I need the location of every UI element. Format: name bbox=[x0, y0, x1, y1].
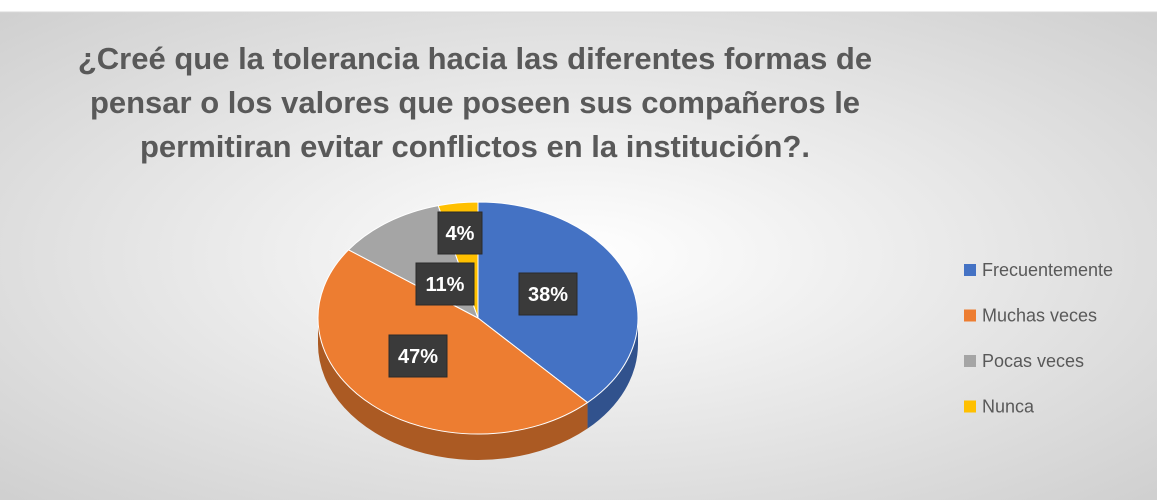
data-label-box bbox=[388, 334, 448, 378]
data-label-box bbox=[437, 211, 483, 255]
legend-label: Nunca bbox=[982, 397, 1035, 417]
legend-swatch bbox=[964, 264, 976, 276]
slice-side bbox=[318, 318, 588, 460]
slice bbox=[317, 249, 589, 435]
data-label-box bbox=[518, 272, 578, 316]
chart-title-line: pensar o los valores que poseen sus comp… bbox=[90, 85, 860, 120]
legend-label: Muchas veces bbox=[982, 306, 1097, 326]
legend-swatch bbox=[964, 355, 976, 367]
data-label: 38% bbox=[528, 284, 568, 306]
data-label-box bbox=[415, 262, 475, 306]
legend-swatch bbox=[964, 309, 976, 322]
legend-label: Frecuentemente bbox=[982, 260, 1113, 280]
data-labels: 38% 47% 11% 4% bbox=[388, 211, 578, 378]
chart-title-line: permitiran evitar conflictos en la insti… bbox=[140, 129, 810, 164]
slice-side bbox=[587, 318, 638, 429]
data-label: 47% bbox=[398, 346, 438, 368]
data-label: 4% bbox=[446, 223, 475, 245]
legend: Frecuentemente Muchas veces Pocas veces Nun… bbox=[964, 260, 1113, 417]
chart-title-line: ¿Creé que la tolerancia hacia las difere… bbox=[78, 41, 872, 76]
legend-label: Pocas veces bbox=[982, 351, 1084, 371]
legend-swatch bbox=[964, 400, 976, 413]
data-label: 11% bbox=[426, 274, 465, 296]
chart-title: ¿Creé que la tolerancia hacia las difere… bbox=[78, 41, 872, 164]
